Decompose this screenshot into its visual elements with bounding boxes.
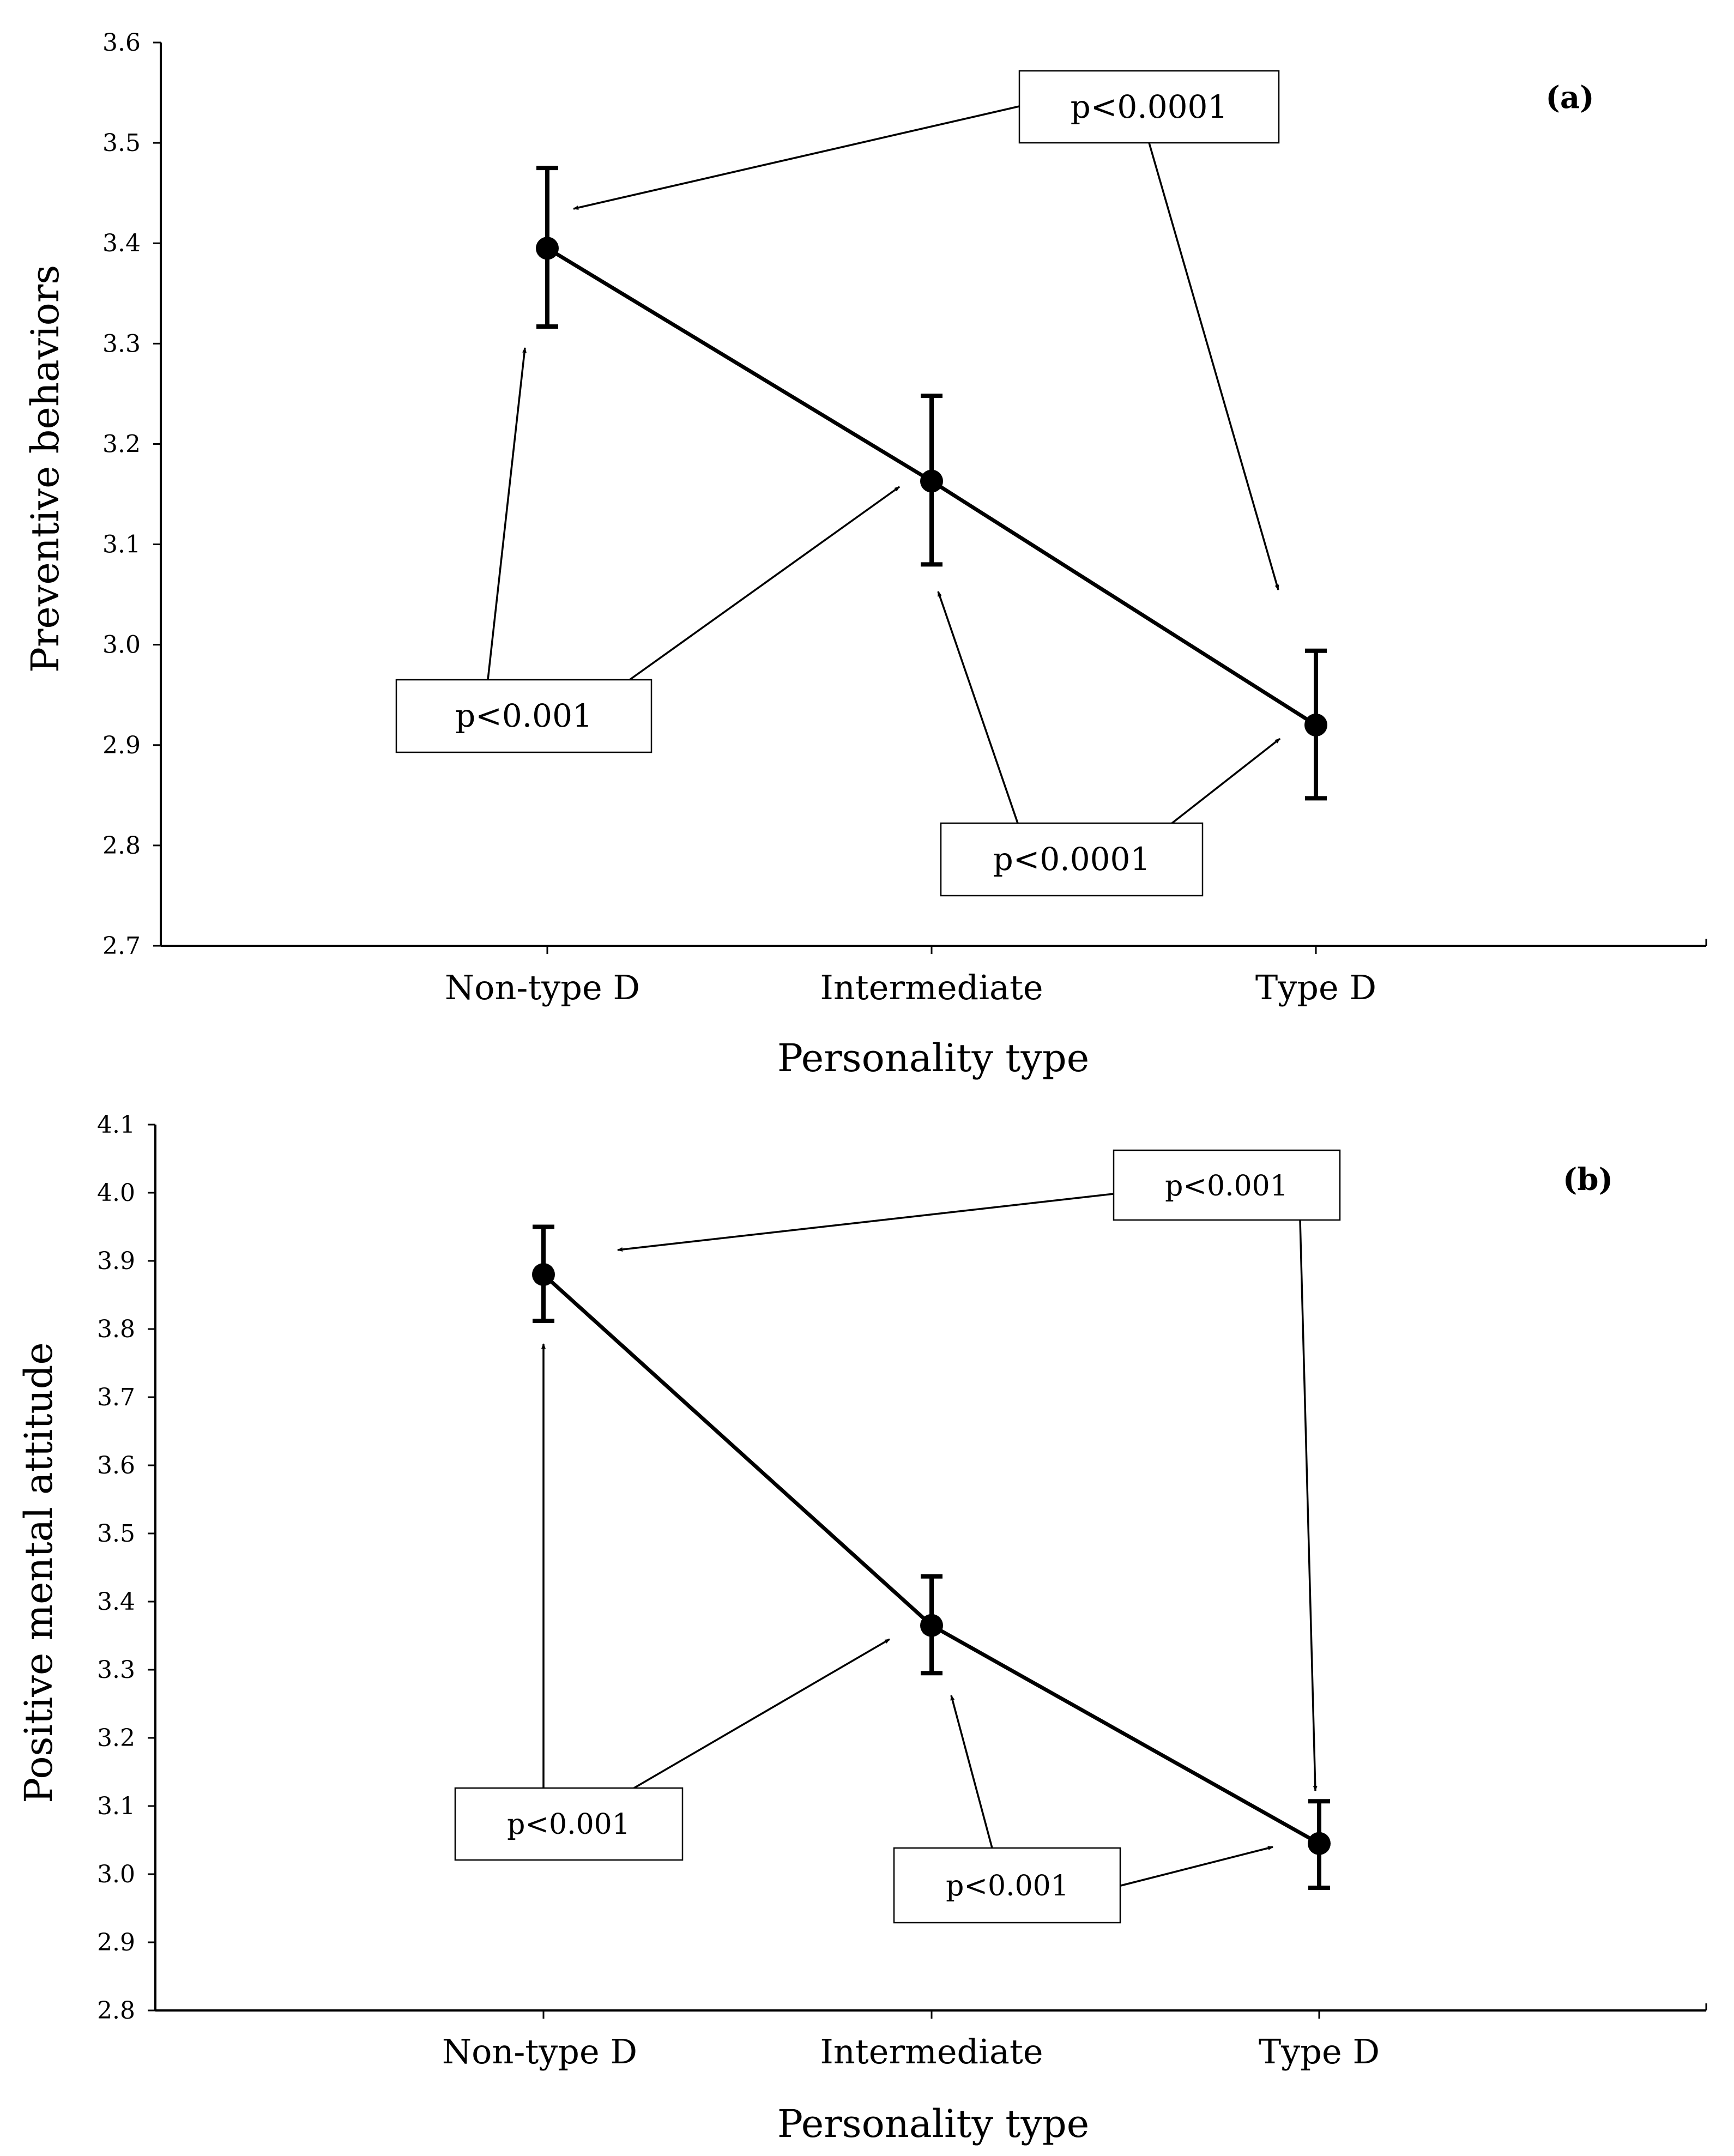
panel-b-arrow: [1118, 1846, 1273, 1887]
panel-a-data-point: [536, 237, 559, 260]
panel-b-y-tick-label: 3.4: [97, 1588, 135, 1616]
panel-b-p-value-label: p<0.001: [946, 1870, 1069, 1903]
panel-a-y-tick-label: 3.0: [102, 631, 141, 659]
panel-a-y-tick-label: 3.2: [102, 430, 141, 458]
panel-b-y-tick-label: 3.5: [97, 1520, 135, 1548]
panel-b-arrow: [617, 1193, 1114, 1252]
panel-a-x-ticks: [546, 946, 1317, 954]
panel-a-arrow: [937, 591, 1019, 824]
panel-b-data-point: [920, 1614, 943, 1637]
panel-b-y-tick-label: 4.1: [97, 1111, 135, 1139]
panel-a-series: [536, 166, 1327, 801]
panel-a-annotations: p<0.0001 p<0.001 p<0.0001: [395, 70, 1281, 897]
panel-b-y-axis-title: Positive mental attitude: [16, 1342, 61, 1803]
panel-b-arrow: [1299, 1219, 1318, 1791]
panel-b-arrow: [950, 1695, 993, 1849]
panel-b-series: [532, 1224, 1331, 1890]
panel-a-y-tick-label: 2.8: [102, 832, 141, 860]
panel-a-p-value-label: p<0.001: [455, 697, 593, 734]
panel-b-label: (b): [1563, 1162, 1613, 1198]
panel-a-y-tick-label: 3.5: [102, 129, 141, 157]
panel-b-x-ticks: [542, 2010, 1320, 2019]
panel-b-p-value-box: [454, 1787, 684, 1861]
panel-b-annotations: p<0.001 p<0.001 p<0.001: [454, 1149, 1341, 1924]
panel-b-y-tick-label: 3.0: [97, 1861, 135, 1888]
panel-b-y-tick-label: 3.9: [97, 1247, 135, 1275]
panel-b-p-value-label: p<0.001: [507, 1808, 630, 1841]
panel-b-y-ticks: 2.8 2.9 3.0 3.1 3.2 3.3 3.4 3.5 3.6 3.7 3.8 3.9 4.0 4…: [97, 1111, 155, 2025]
panel-b-y-tick-label: 2.9: [97, 1929, 135, 1956]
panel-a-p-value-label: p<0.0001: [993, 841, 1151, 878]
panel-b-y-tick-label: 3.8: [97, 1315, 135, 1343]
panel-a-category-label: Intermediate: [820, 968, 1043, 1007]
panel-a-arrow: [487, 347, 527, 680]
panel-b-y-tick-label: 3.6: [97, 1452, 135, 1479]
panel-b-category-label: Intermediate: [820, 2032, 1043, 2072]
panel-b-y-tick-label: 2.8: [97, 1997, 135, 2025]
panel-a-y-tick-label: 2.9: [102, 732, 141, 759]
panel-b-x-axis-title: Personality type: [777, 2101, 1089, 2146]
panel-b-data-point: [1308, 1832, 1331, 1855]
panel-b-y-tick-label: 3.2: [97, 1724, 135, 1752]
panel-b-data-point: [532, 1263, 555, 1286]
panel-a-data-point: [1304, 713, 1327, 736]
panel-a-y-ticks: 2.7 2.8 2.9 3.0 3.1 3.2 3.3 3.4 3.5 3.6: [102, 29, 161, 960]
panel-a: 2.7 2.8 2.9 3.0 3.1 3.2 3.3 3.4 3.5 3.6 Non-type …: [23, 29, 1707, 1080]
panel-b-p-value-box: [1113, 1149, 1341, 1221]
panel-a-y-tick-label: 3.1: [102, 531, 141, 559]
panel-a-arrow: [1171, 738, 1281, 824]
panel-a-y-tick-label: 3.4: [102, 230, 141, 257]
panel-a-category-label: Type D: [1255, 968, 1376, 1007]
panel-a-arrow: [1148, 142, 1279, 590]
panel-a-y-tick-label: 3.3: [102, 330, 141, 358]
panel-b-y-tick-label: 3.7: [97, 1384, 135, 1411]
panel-a-p-value-box: [395, 679, 652, 753]
panel-a-category-label: Non-type D: [445, 968, 640, 1007]
panel-a-arrow: [573, 105, 1020, 210]
panel-b: 2.8 2.9 3.0 3.1 3.2 3.3 3.4 3.5 3.6 3.7 3.8 3.9 4.0 4…: [16, 1111, 1707, 2146]
panel-b-p-value-box: [893, 1847, 1121, 1924]
panel-b-y-tick-label: 3.1: [97, 1792, 135, 1820]
panel-a-y-tick-label: 2.7: [102, 932, 141, 960]
panel-a-data-point: [920, 469, 943, 493]
panel-b-y-tick-label: 3.3: [97, 1656, 135, 1684]
panel-a-x-axis-title: Personality type: [777, 1036, 1089, 1080]
panel-b-arrow: [633, 1638, 890, 1789]
panel-a-p-value-box: [1018, 70, 1280, 144]
panel-a-label: (a): [1545, 80, 1594, 116]
panel-a-p-value-label: p<0.0001: [1071, 88, 1228, 125]
panel-a-p-value-box: [940, 822, 1204, 897]
panel-a-y-axis-title: Preventive behaviors: [23, 265, 68, 673]
panel-b-category-label: Non-type D: [442, 2032, 637, 2072]
panel-b-p-value-label: p<0.001: [1165, 1170, 1288, 1203]
panel-a-arrow: [629, 486, 901, 681]
panel-b-y-tick-label: 4.0: [97, 1179, 135, 1207]
panel-b-series-line: [542, 1273, 1320, 1845]
panel-b-category-label: Type D: [1259, 2032, 1380, 2072]
panel-a-y-tick-label: 3.6: [102, 29, 141, 57]
